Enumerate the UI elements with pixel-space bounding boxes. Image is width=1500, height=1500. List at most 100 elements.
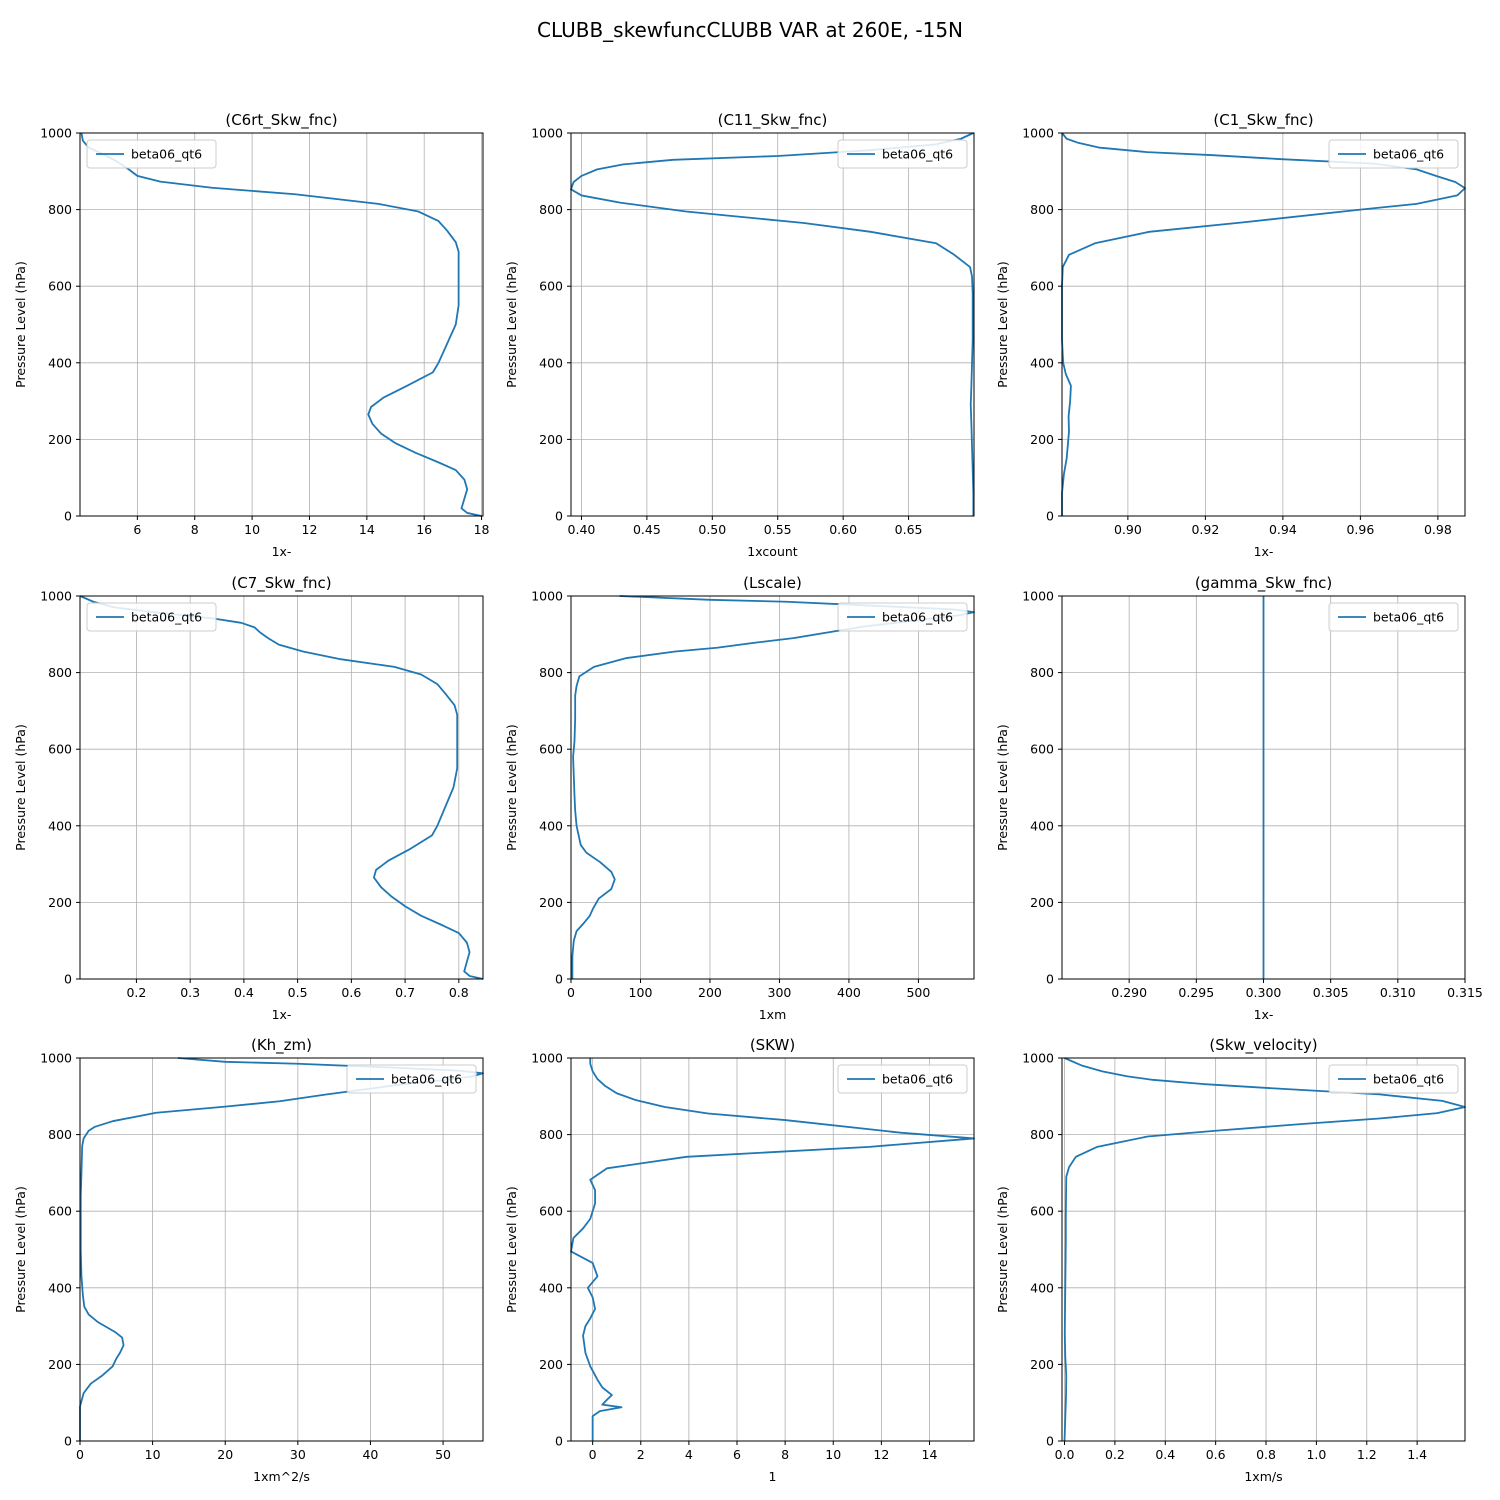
x-tick-label: 0.3 — [180, 985, 200, 1000]
series-line — [570, 1058, 975, 1441]
y-tick-label: 800 — [1030, 202, 1054, 217]
y-axis-label: Pressure Level (hPa) — [995, 261, 1010, 388]
y-axis-label: Pressure Level (hPa) — [504, 1186, 519, 1313]
x-axis-label: 1 — [769, 1469, 777, 1484]
y-tick-label: 400 — [1030, 818, 1054, 833]
y-tick-label: 1000 — [40, 126, 72, 141]
y-tick-label: 1000 — [531, 126, 563, 141]
y-tick-label: 0 — [555, 1434, 563, 1449]
y-tick-label: 200 — [48, 432, 72, 447]
legend-box — [1328, 602, 1459, 632]
legend-label: beta06_qt6 — [882, 147, 953, 162]
y-tick-label: 400 — [48, 818, 72, 833]
y-tick-label: 0 — [1046, 1434, 1054, 1449]
y-tick-label: 600 — [1030, 279, 1054, 294]
x-tick-label: 12 — [873, 1447, 889, 1462]
x-tick-label: 500 — [906, 985, 930, 1000]
y-tick-label: 800 — [539, 202, 563, 217]
x-tick-label: 400 — [837, 985, 861, 1000]
x-tick-label: 0 — [76, 1447, 84, 1462]
subplot-7: 0 10 20 30 40 50 0 200 400 600 800 1000 (Kh_zm) 1xm^2… — [13, 1036, 484, 1484]
y-tick-label: 1000 — [1022, 126, 1054, 141]
x-tick-label: 10 — [825, 1447, 841, 1462]
subplot-title: (C6rt_Skw_fnc) — [225, 111, 337, 130]
y-tick-label: 200 — [48, 1357, 72, 1372]
legend-label: beta06_qt6 — [131, 610, 202, 625]
axes-frame — [570, 1057, 975, 1442]
x-tick-label: 6 — [733, 1447, 741, 1462]
x-tick-label: 16 — [416, 522, 432, 537]
y-tick-label: 800 — [48, 1127, 72, 1142]
subplot-2: 0.40 0.45 0.50 0.55 0.60 0.65 0 200 400 600 800 100… — [504, 111, 975, 559]
subplot-8: 0 2 4 6 8 10 12 14 0 200 400 600 800 1000 (SKW) 1 Pressu… — [504, 1036, 975, 1484]
x-tick-label: 8 — [781, 1447, 789, 1462]
x-tick-label: 0.2 — [126, 985, 146, 1000]
y-tick-label: 800 — [1030, 1127, 1054, 1142]
y-axis-label: Pressure Level (hPa) — [504, 261, 519, 388]
x-tick-label: 100 — [629, 985, 653, 1000]
x-tick-label: 14 — [359, 522, 375, 537]
y-tick-label: 400 — [539, 355, 563, 370]
legend-label: beta06_qt6 — [391, 1072, 462, 1087]
y-tick-label: 600 — [1030, 742, 1054, 757]
x-tick-label: 1.4 — [1407, 1447, 1427, 1462]
x-axis-label: 1xm — [759, 1007, 787, 1022]
y-tick-label: 400 — [48, 1280, 72, 1295]
subplot-4: 0.2 0.3 0.4 0.5 0.6 0.7 0.8 0 200 400 600 800 1000 (C… — [13, 574, 484, 1022]
figure-title: CLUBB_skewfuncCLUBB VAR at 260E, -15N — [537, 18, 963, 42]
legend-label: beta06_qt6 — [1373, 147, 1444, 162]
x-tick-label: 0.98 — [1424, 522, 1452, 537]
x-tick-label: 18 — [474, 522, 490, 537]
x-tick-label: 0.60 — [829, 522, 857, 537]
legend: beta06_qt6 — [346, 1064, 477, 1094]
y-tick-label: 1000 — [1022, 589, 1054, 604]
y-tick-label: 200 — [539, 895, 563, 910]
y-tick-label: 800 — [539, 665, 563, 680]
subplot-title: (C7_Skw_fnc) — [231, 574, 331, 593]
y-axis-label: Pressure Level (hPa) — [995, 724, 1010, 851]
x-tick-label: 0.290 — [1111, 985, 1147, 1000]
x-axis-label: 1x- — [272, 544, 292, 559]
y-tick-label: 400 — [539, 1280, 563, 1295]
legend: beta06_qt6 — [837, 602, 968, 632]
legend-box — [1328, 1064, 1459, 1094]
legend: beta06_qt6 — [1328, 1064, 1459, 1094]
series-line — [570, 132, 975, 516]
y-tick-label: 400 — [1030, 355, 1054, 370]
axes-frame — [1061, 132, 1466, 517]
series-line — [1063, 1057, 1466, 1442]
x-tick-label: 12 — [302, 522, 318, 537]
x-tick-label: 0.2 — [1105, 1447, 1125, 1462]
subplot-title: (SKW) — [750, 1036, 795, 1054]
x-tick-label: 1.2 — [1357, 1447, 1377, 1462]
legend-label: beta06_qt6 — [882, 610, 953, 625]
x-tick-label: 200 — [698, 985, 722, 1000]
x-tick-label: 10 — [145, 1447, 161, 1462]
subplot-title: (Skw_velocity) — [1209, 1036, 1317, 1055]
x-tick-label: 0.310 — [1380, 985, 1416, 1000]
y-tick-label: 0 — [64, 972, 72, 987]
y-tick-label: 0 — [64, 509, 72, 524]
y-tick-label: 0 — [555, 509, 563, 524]
x-axis-label: 1x- — [1254, 1007, 1274, 1022]
y-tick-label: 400 — [539, 818, 563, 833]
x-tick-label: 0.7 — [395, 985, 415, 1000]
axes-frame — [79, 132, 484, 517]
subplot-title: (C1_Skw_fnc) — [1213, 111, 1313, 130]
y-tick-label: 800 — [1030, 665, 1054, 680]
subplot-9: 0.0 0.2 0.4 0.6 0.8 1.0 1.2 1.4 0 200 400 600 800 100… — [995, 1036, 1466, 1484]
x-tick-label: 300 — [768, 985, 792, 1000]
legend-box — [86, 139, 217, 169]
axes-frame — [79, 1057, 484, 1442]
legend: beta06_qt6 — [1328, 139, 1459, 169]
legend: beta06_qt6 — [837, 139, 968, 169]
y-tick-label: 800 — [48, 665, 72, 680]
x-tick-label: 0.92 — [1191, 522, 1219, 537]
y-tick-label: 0 — [555, 972, 563, 987]
x-tick-label: 30 — [290, 1447, 306, 1462]
y-tick-label: 800 — [539, 1127, 563, 1142]
legend-box — [837, 1064, 968, 1094]
y-tick-label: 1000 — [40, 1051, 72, 1066]
